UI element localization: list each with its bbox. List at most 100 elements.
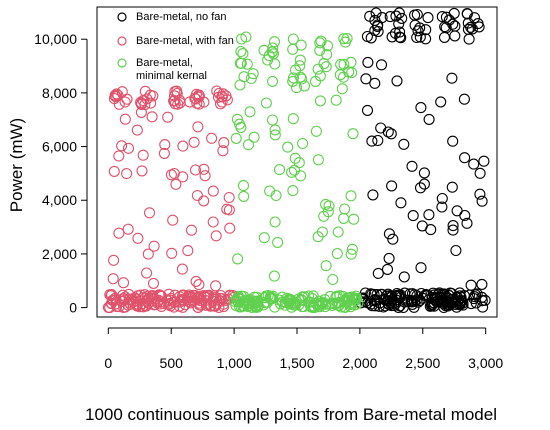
data-point [314,95,326,107]
data-point [347,128,359,140]
data-point [207,185,219,197]
legend-marker [117,36,127,46]
data-point [284,298,297,310]
data-point [258,232,270,244]
data-point [170,178,182,190]
data-point [312,300,324,312]
data-point [312,154,324,166]
data-point [377,301,389,313]
data-point [159,139,171,151]
data-point [121,93,133,105]
data-point [302,297,315,309]
data-point [195,299,207,311]
data-point [224,222,236,234]
data-point [386,31,398,43]
data-point [336,83,348,95]
data-point [142,248,154,260]
data-point [193,293,205,305]
data-point [465,279,477,291]
data-point [459,152,471,164]
data-point [345,56,357,68]
data-point [476,278,488,290]
data-point [379,300,391,312]
data-point [192,301,204,313]
data-point [122,142,135,154]
data-point [372,267,384,279]
data-point [193,89,205,101]
data-point [466,23,478,35]
data-point [213,301,225,313]
data-point [190,93,202,105]
data-point [320,61,332,73]
data-point [108,165,120,177]
data-point [262,54,274,66]
data-point [214,98,227,110]
data-point [446,72,458,84]
data-point [232,253,244,265]
data-point [220,90,232,102]
data-point [122,223,134,235]
y-tick-label: 10,000 [34,31,77,47]
data-points [102,7,491,314]
data-point [454,290,466,302]
data-point [458,289,470,302]
data-point [190,275,202,287]
data-point [177,290,189,302]
data-point [394,31,406,43]
data-point [297,137,309,150]
data-point [385,128,397,140]
data-point [262,290,274,302]
data-point [446,288,458,300]
data-point [320,260,332,272]
data-point [468,158,480,170]
x-tick-label: 1,500 [279,355,314,371]
data-point [287,113,299,125]
data-point [282,141,294,153]
data-point [337,71,350,83]
data-point [346,67,358,79]
data-point [117,277,130,289]
data-point [233,296,245,308]
data-point [237,48,249,60]
data-point [386,180,398,192]
y-axis-title: Power (mW) [7,118,26,212]
data-point [267,48,280,60]
x-tick-label: 1,000 [217,355,252,371]
legend-marker [117,12,127,22]
data-point [185,292,197,304]
data-point [451,295,464,307]
data-point [458,93,470,105]
data-point [461,217,473,229]
data-point [414,294,426,306]
data-point [136,165,148,177]
data-point [346,291,358,303]
x-tick-label: 3,000 [468,355,503,371]
data-point [411,8,423,21]
data-point [102,301,114,313]
data-point [259,292,271,304]
data-point [346,243,358,255]
data-point [414,182,427,194]
data-point [116,140,128,152]
data-point [267,290,279,302]
data-point [315,298,327,310]
data-point [451,205,463,217]
data-point [173,94,186,106]
data-point [189,164,202,176]
data-point [148,240,160,252]
data-point [260,97,272,109]
data-point [296,291,308,303]
data-point [136,301,149,313]
data-point [113,227,125,239]
data-point [420,288,432,301]
data-point [235,33,248,45]
data-point [351,293,363,305]
data-point [438,288,450,300]
x-tick-label: 500 [160,355,184,371]
data-point [145,290,158,302]
data-point [456,295,468,307]
data-point [272,236,284,248]
data-point [371,288,383,301]
data-point [218,301,230,313]
